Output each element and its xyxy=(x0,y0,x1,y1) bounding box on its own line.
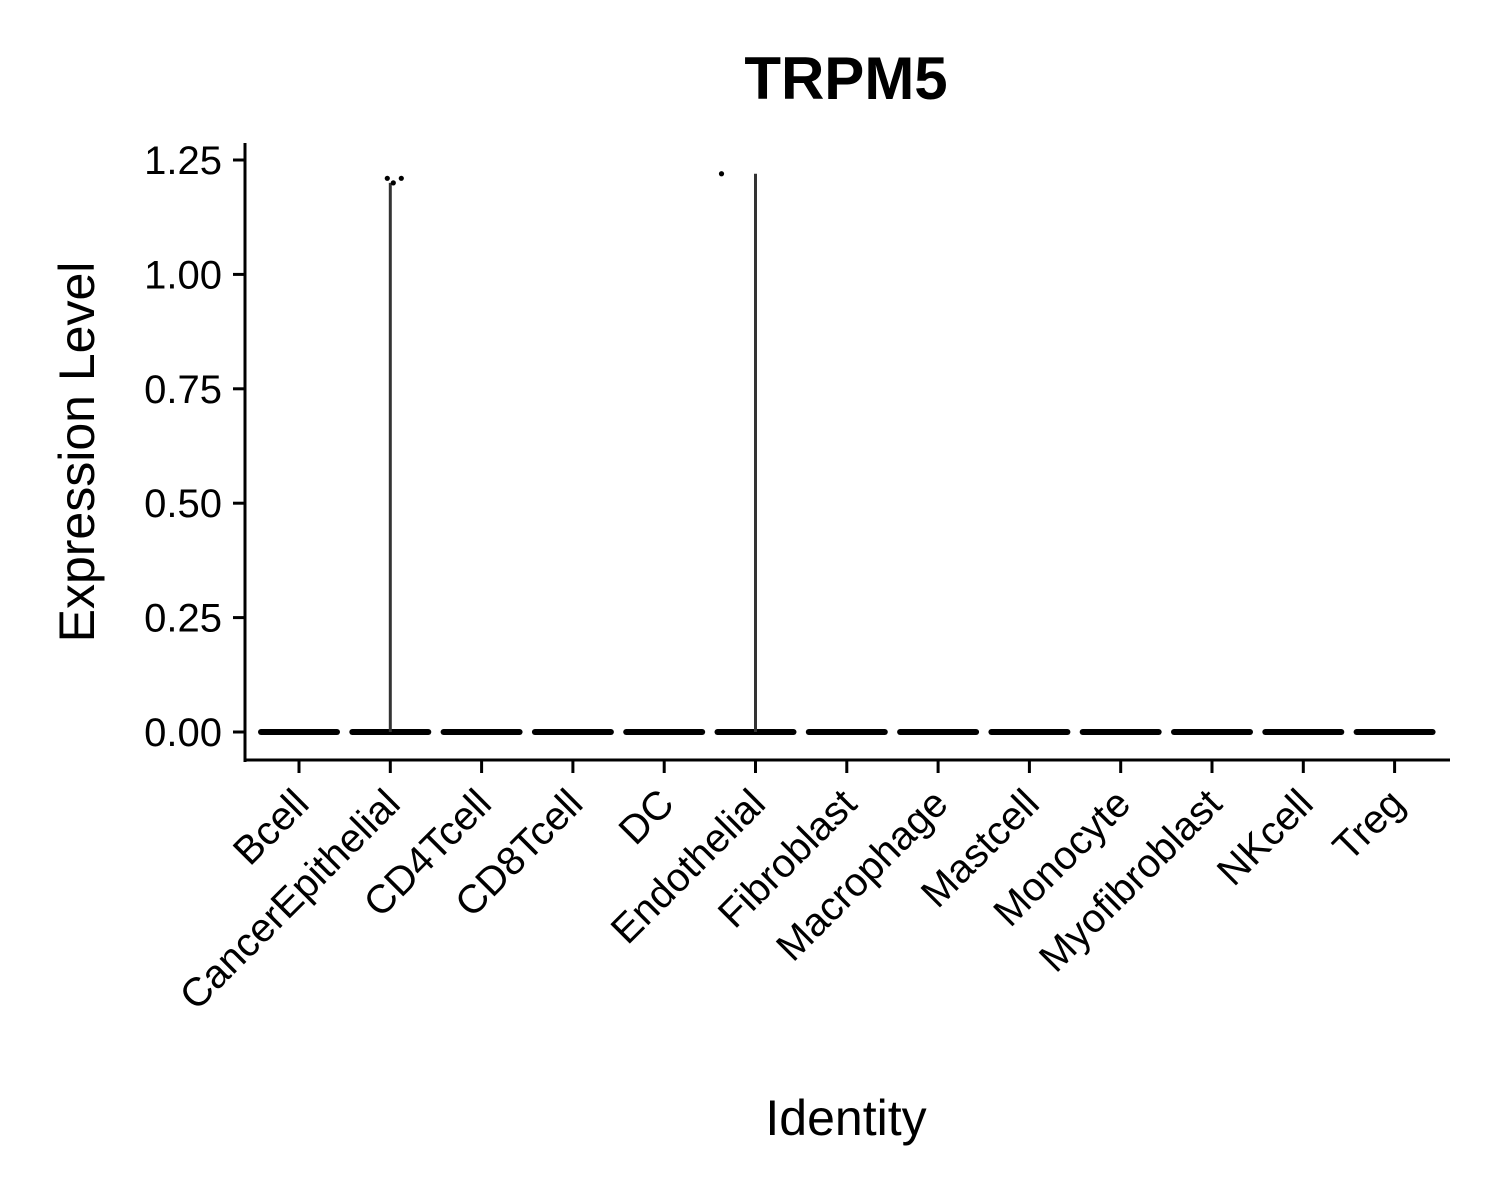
plot-area xyxy=(258,171,1436,735)
y-axis-ticks: 0.00 0.25 0.50 0.75 1.00 1.25 xyxy=(144,139,245,755)
y-tick-label: 0.75 xyxy=(144,368,222,412)
violin-Bcell xyxy=(258,729,340,735)
y-tick-label: 0.25 xyxy=(144,597,222,641)
x-tick-label: Treg xyxy=(1325,781,1413,869)
violin-CD4Tcell xyxy=(440,729,523,735)
violin-CD8Tcell xyxy=(531,729,614,735)
y-tick-label: 0.00 xyxy=(144,711,222,755)
chart-title: TRPM5 xyxy=(744,45,947,112)
x-tick-label: DC xyxy=(611,781,683,853)
violin-Fibroblast xyxy=(805,729,888,735)
data-point xyxy=(384,175,390,181)
y-axis-title: Expression Level xyxy=(49,262,105,643)
violin-Monocyte xyxy=(1079,729,1162,735)
violin-Macrophage xyxy=(897,729,980,735)
violin-DC xyxy=(623,729,706,735)
x-axis-title: Identity xyxy=(765,1090,926,1146)
violin-Treg xyxy=(1353,729,1436,735)
violin-NKcell xyxy=(1262,729,1345,735)
y-tick-label: 1.25 xyxy=(144,139,222,183)
data-point xyxy=(718,171,725,177)
y-tick-label: 1.00 xyxy=(144,253,222,297)
data-point xyxy=(390,180,396,186)
x-tick-label: NKcell xyxy=(1209,781,1322,894)
y-tick-label: 0.50 xyxy=(144,482,222,526)
violin-Myofibroblast xyxy=(1171,729,1253,735)
data-point xyxy=(398,175,404,181)
violin-Mastcell xyxy=(988,729,1071,735)
